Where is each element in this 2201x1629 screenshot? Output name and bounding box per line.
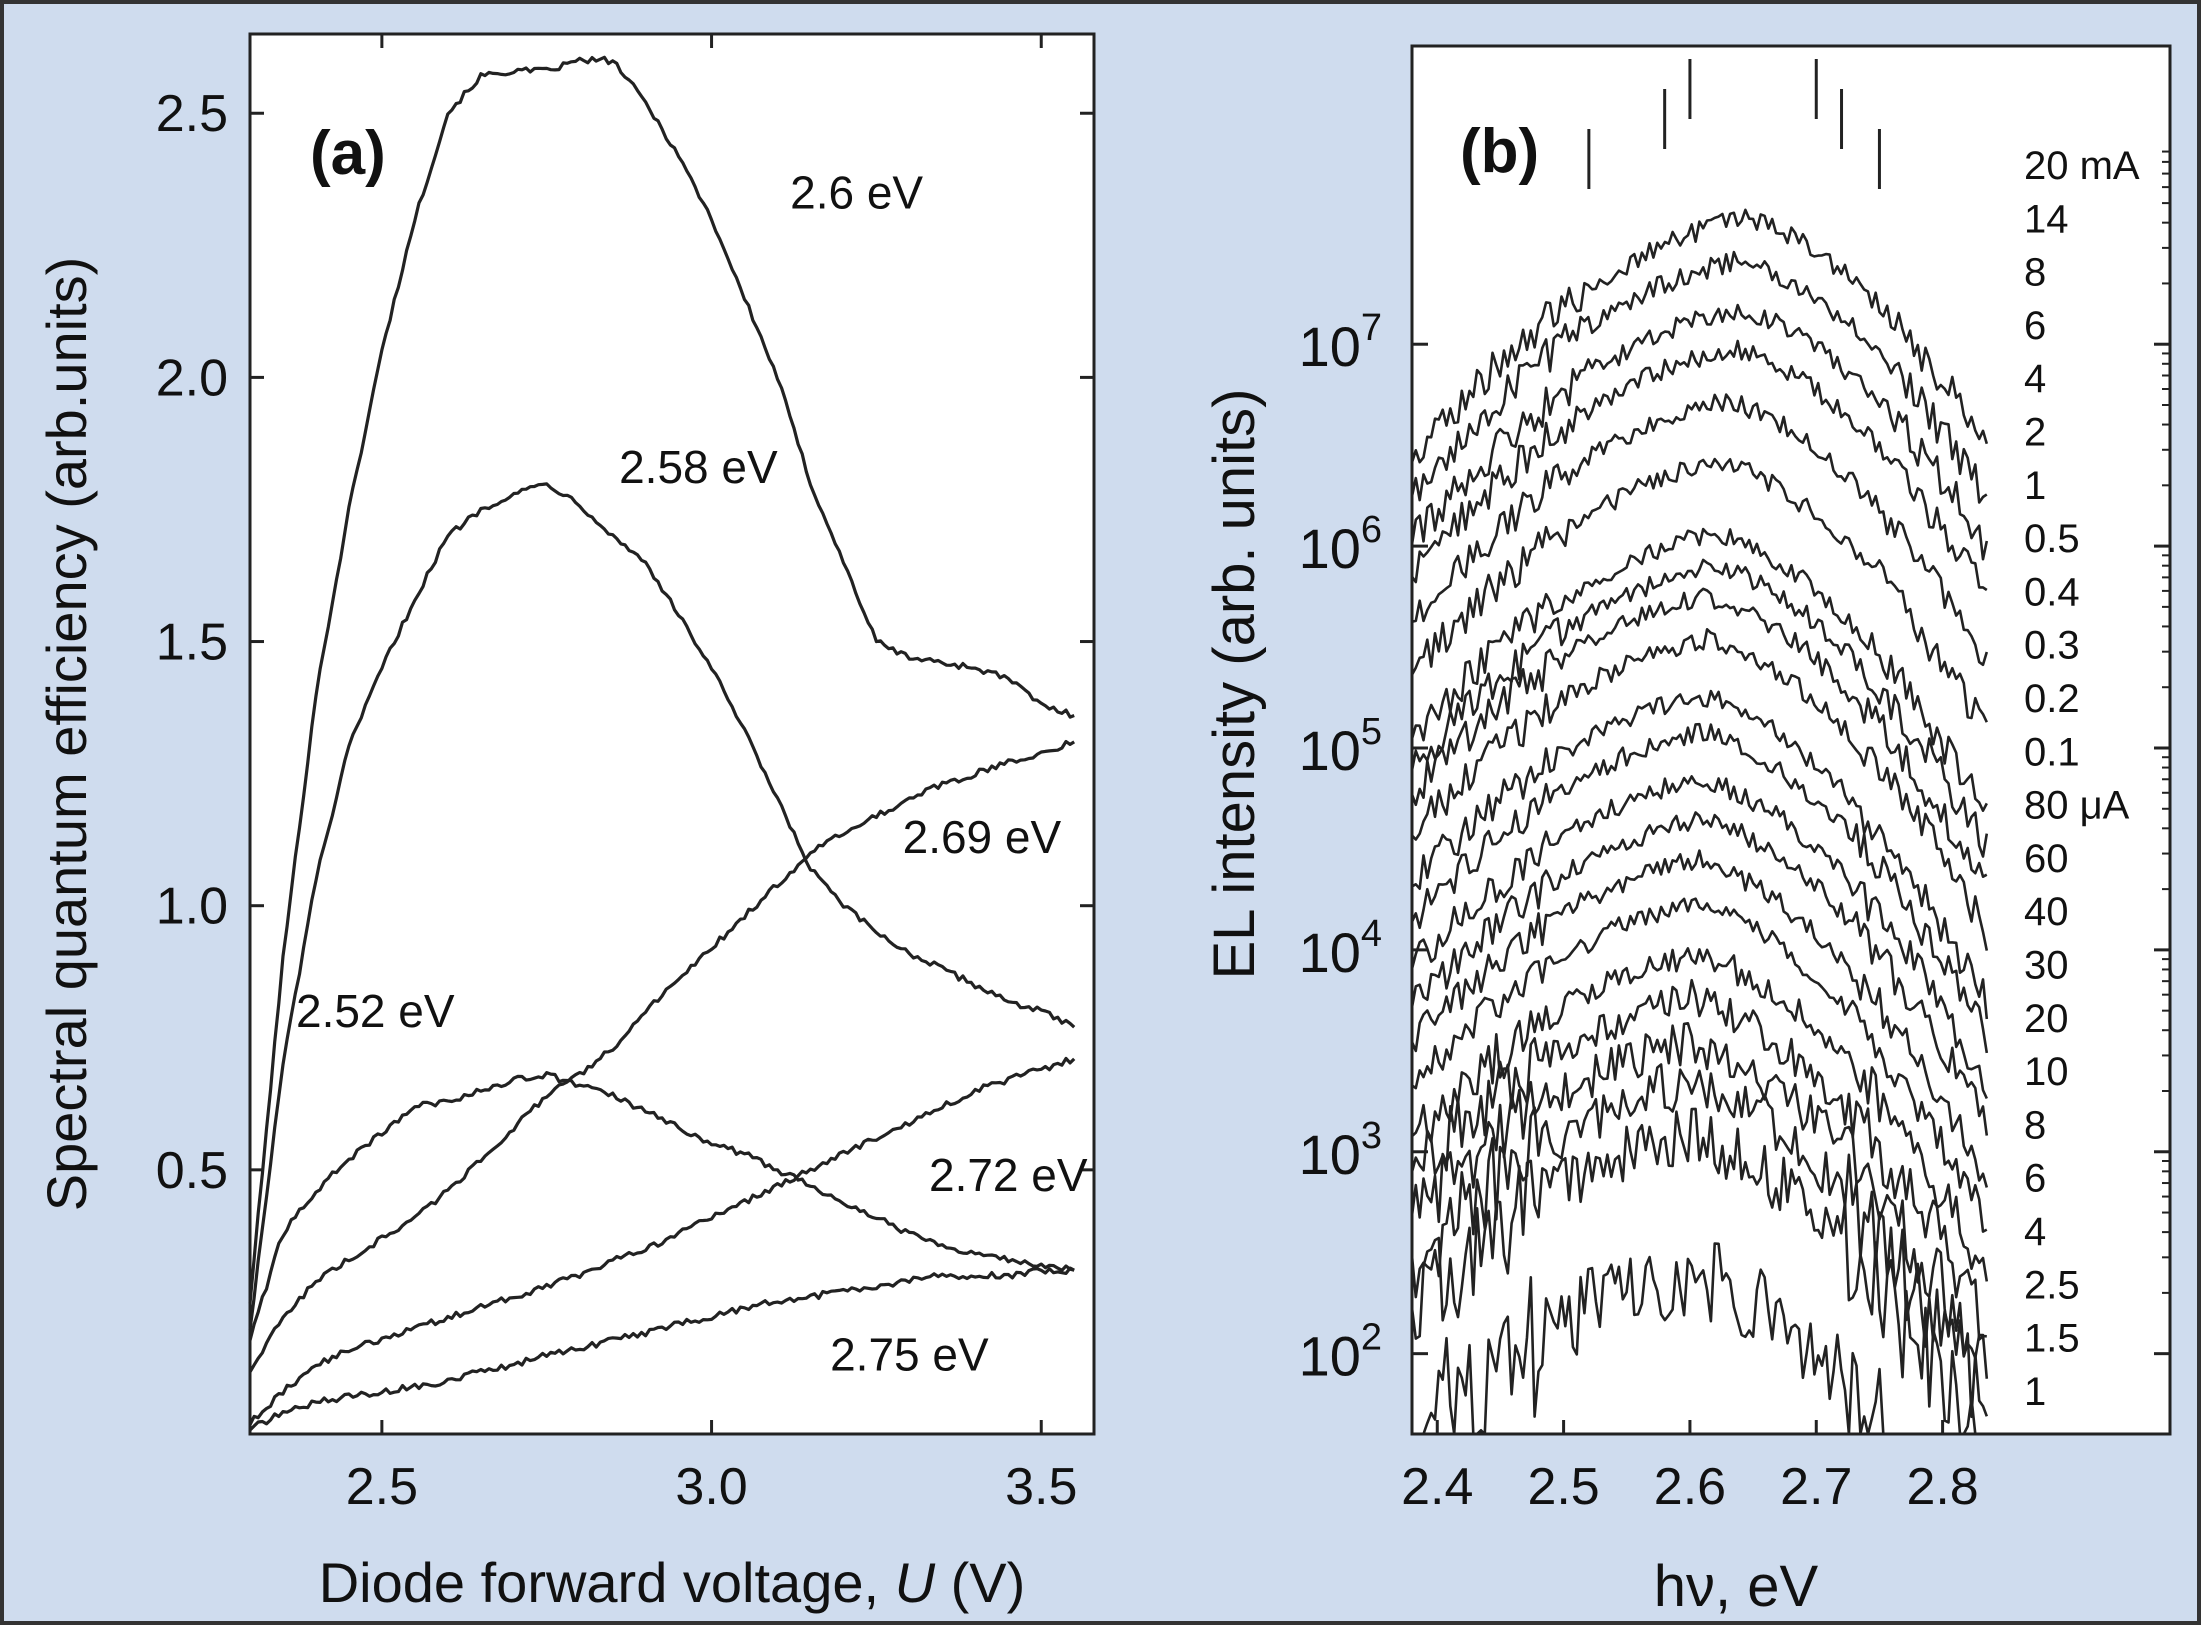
panel-b-series-line bbox=[1410, 527, 1988, 812]
panel-b-ytick-label: 105 bbox=[1299, 711, 1382, 782]
panel-a-ylabel: Spectral quantum efficiency (arb.units) bbox=[35, 257, 98, 1212]
panel-a-series-label: 2.69 eV bbox=[903, 811, 1062, 863]
panel-a-xlabel: Diode forward voltage, U (V) bbox=[319, 1551, 1026, 1614]
panel-a-series-line bbox=[248, 482, 1076, 1330]
panel-b-legend-entry: 20 mA bbox=[2024, 144, 2140, 188]
panel-a-series-label: 2.72 eV bbox=[929, 1149, 1088, 1201]
panel-b-series-line bbox=[1411, 897, 1988, 1233]
panel-b-legend-entry: 2.5 bbox=[2024, 1263, 2080, 1307]
panel-b-legend-entry: 2 bbox=[2024, 411, 2046, 455]
panel-a-ytick-label: 1.0 bbox=[156, 878, 228, 936]
panel-b-legend-entry: 30 bbox=[2024, 944, 2069, 988]
panel-b-series-line bbox=[1412, 1242, 1987, 1436]
panel-a-ytick-label: 2.5 bbox=[156, 85, 228, 143]
panel-b-series-line bbox=[1410, 250, 1988, 504]
panel-b-xtick-label: 2.6 bbox=[1654, 1458, 1726, 1516]
panel-b-series-line bbox=[1410, 1022, 1989, 1379]
panel-b-ylabel: EL intensity (arb. units) bbox=[1202, 389, 1267, 980]
panel-b-legend-entry: 6 bbox=[2024, 1157, 2046, 1201]
panel-b-ytick-label: 107 bbox=[1299, 307, 1382, 378]
panel-a-ytick-label: 0.5 bbox=[156, 1142, 228, 1200]
panel-b-label: (b) bbox=[1460, 117, 1539, 186]
panel-a-annotations: 2.6 eV 2.58 eV 2.52 eV 2.69 eV 2.72 eV 2.75 e… bbox=[296, 166, 1088, 1380]
panel-b-legend-entry: 1 bbox=[2024, 464, 2046, 508]
panel-b-legend-entry: 8 bbox=[2024, 251, 2046, 295]
panel-b-ytick-label: 102 bbox=[1299, 1317, 1382, 1388]
panel-b-series-line bbox=[1410, 1107, 1987, 1436]
panel-a: 2.5 3.0 3.50.51.01.52.02.5 2.6 eV2.58 eV2.… bbox=[35, 32, 1096, 1614]
panel-a-series bbox=[248, 55, 1076, 1432]
panel-a-plot-area bbox=[248, 32, 1096, 1436]
panel-a-xtick-label: 2.5 bbox=[346, 1458, 418, 1516]
panel-b-series-line bbox=[1410, 849, 1989, 1188]
panel-b-legend-entry: 1.5 bbox=[2024, 1317, 2080, 1361]
panel-b-series-line bbox=[1410, 339, 1988, 592]
panel-b-legend-entry: 0.1 bbox=[2024, 730, 2080, 774]
panel-a-xtick-label: 3.5 bbox=[1005, 1458, 1077, 1516]
panel-b-legend-entry: 0.4 bbox=[2024, 570, 2080, 614]
panel-a-ytick-label: 1.5 bbox=[156, 614, 228, 672]
panel-b-series-line bbox=[1410, 1063, 1989, 1419]
panel-b-legend-entry: 6 bbox=[2024, 304, 2046, 348]
panel-b-legend-entry: 80 μA bbox=[2024, 784, 2130, 828]
panel-a-series-line bbox=[248, 55, 1075, 1304]
panel-a-series-label: 2.58 eV bbox=[619, 441, 778, 493]
panel-a-series-label: 2.52 eV bbox=[296, 985, 455, 1037]
panel-b-xtick-label: 2.4 bbox=[1401, 1458, 1473, 1516]
panel-b-series-line bbox=[1410, 303, 1989, 561]
panel-b-ytick-label: 104 bbox=[1299, 913, 1382, 984]
panel-b-series-line bbox=[1411, 393, 1989, 667]
panel-b-xlabel: hν, eV bbox=[1654, 1554, 1819, 1619]
panel-b-legend-entry: 40 bbox=[2024, 890, 2069, 934]
panel-a-ticks: 2.5 3.0 3.5 0.5 1.0 1.5 2.0 2.5 bbox=[156, 34, 1094, 1516]
panel-b-series-line bbox=[1410, 208, 1989, 464]
panel-a-series-line bbox=[248, 739, 1076, 1373]
panel-b-ytick-label: 103 bbox=[1299, 1115, 1382, 1186]
panel-b-legend-entry: 60 bbox=[2024, 837, 2069, 881]
panel-b-xtick-label: 2.7 bbox=[1780, 1458, 1852, 1516]
panel-a-series-line bbox=[248, 1056, 1076, 1426]
panel-a-series-line bbox=[248, 1071, 1075, 1341]
panel-b-series-line bbox=[1411, 689, 1989, 1020]
panel-b-series-line bbox=[1410, 558, 1989, 858]
panel-a-series-label: 2.75 eV bbox=[830, 1329, 989, 1381]
panel-b-xtick-label: 2.5 bbox=[1527, 1458, 1599, 1516]
panel-b-series-line bbox=[1410, 978, 1987, 1341]
panel-b-series-line bbox=[1411, 628, 1989, 951]
panel-b-legend-entry: 20 bbox=[2024, 997, 2069, 1041]
panel-b-series-line bbox=[1410, 775, 1988, 1100]
panel-b-legend-entry: 10 bbox=[2024, 1050, 2069, 1094]
panel-a-series-line bbox=[248, 1266, 1075, 1432]
panel-b-xtick-label: 2.8 bbox=[1906, 1458, 1978, 1516]
panel-b-series-line bbox=[1410, 811, 1989, 1136]
panel-b-legend-entry: 0.2 bbox=[2024, 677, 2080, 721]
figure-svg: 2.5 3.0 3.50.51.01.52.02.5 2.6 eV2.58 eV2.… bbox=[35, 32, 2172, 1619]
panel-b-legend-entry: 8 bbox=[2024, 1103, 2046, 1147]
panel-b-legend-entry: 14 bbox=[2024, 197, 2069, 241]
panel-b-series bbox=[1410, 208, 1989, 1436]
panel-b-legend-entry: 1 bbox=[2024, 1370, 2046, 1414]
panel-a-xtick-label: 3.0 bbox=[675, 1458, 747, 1516]
panel-b-series-line bbox=[1410, 587, 1988, 878]
panel-b-legend-entry: 4 bbox=[2024, 357, 2046, 401]
panel-b-series-line bbox=[1410, 722, 1989, 1054]
panel-b-marker-ticks bbox=[1587, 59, 1881, 189]
panel-a-series-label: 2.6 eV bbox=[790, 166, 923, 218]
panel-b-legend-entry: 4 bbox=[2024, 1210, 2046, 1254]
panel-a-label: (a) bbox=[310, 119, 386, 188]
panel-b-ytick-label: 106 bbox=[1299, 509, 1382, 580]
panel-b-legend-entry: 0.3 bbox=[2024, 624, 2080, 668]
panel-b-legend-entry: 0.5 bbox=[2024, 517, 2080, 561]
panel-b-series-line bbox=[1410, 457, 1988, 723]
panel-a-ytick-label: 2.0 bbox=[156, 349, 228, 407]
